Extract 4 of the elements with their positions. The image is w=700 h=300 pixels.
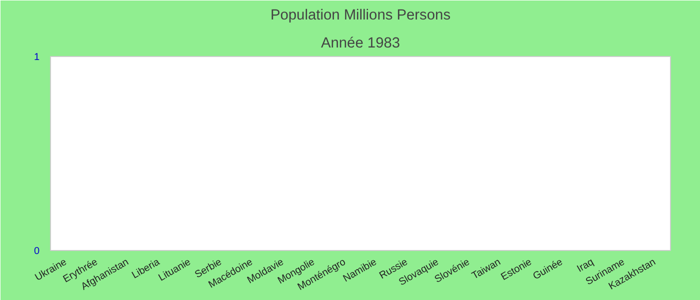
chart-title: Population Millions Persons bbox=[270, 8, 451, 24]
y-tick-label: 1 bbox=[34, 52, 40, 63]
y-tick-label: 0 bbox=[34, 246, 40, 257]
chart-subtitle: Année 1983 bbox=[320, 36, 400, 52]
